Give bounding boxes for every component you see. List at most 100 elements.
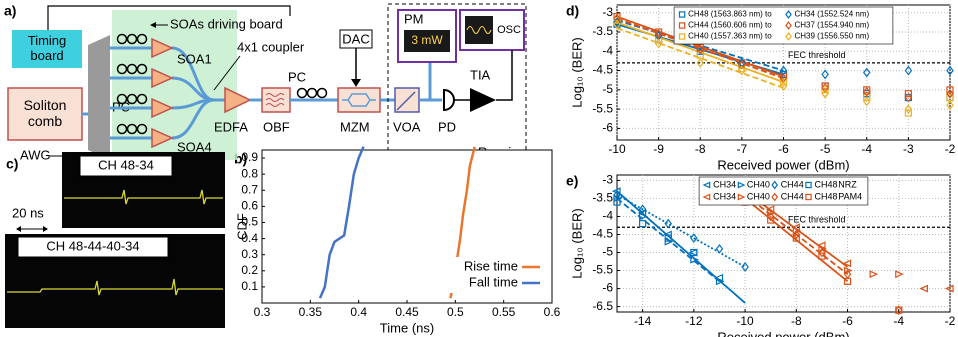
y-tick-label: -5	[602, 82, 613, 96]
driving-board-label: SOAs driving board	[170, 16, 283, 31]
chart: -10-9-8-7-6-5-4-3-2-3-3.5-4-4.5-5-5.5-6R…	[569, 5, 955, 173]
x-tick-label: -6	[778, 142, 789, 156]
y-tick-label: 0.7	[241, 182, 258, 196]
pc-label: PC	[288, 69, 306, 84]
legend-label: CH40	[747, 191, 770, 201]
tia-label: TIA	[470, 67, 491, 82]
y-tick-label: -5.5	[592, 263, 613, 277]
obf-label: OBF	[263, 119, 290, 134]
x-tick-label: -8	[791, 314, 802, 328]
x-axis-label: Received power (dBm)	[717, 157, 849, 172]
coupler-label: 4x1 coupler	[237, 39, 305, 54]
legend-label: CH44	[781, 191, 804, 201]
panel-label: a)	[4, 3, 16, 19]
panel-label: e)	[566, 173, 578, 189]
x-tick-label: -4	[861, 142, 872, 156]
legend-label: CH34 (1552.524 nm)	[795, 10, 870, 19]
x-tick-label: -8	[695, 142, 706, 156]
x-axis-label: Time (ns)	[380, 320, 434, 335]
x-tick-label: -10	[608, 142, 626, 156]
awg-block	[88, 35, 110, 160]
awg-label: AWG	[20, 147, 51, 162]
y-tick-label: -5	[602, 245, 613, 259]
legend-label: Fall time	[469, 274, 518, 289]
legend-label: CH48	[815, 179, 838, 189]
y-tick-label: -5.5	[592, 101, 613, 115]
x-tick-label: -4	[893, 314, 904, 328]
legend-row-label: PAM4	[838, 191, 862, 201]
x-tick-label: 0.5	[447, 305, 464, 319]
threshold-label: FEC threshold	[788, 50, 846, 60]
legend-label: CH39 (1556.550 nm)	[795, 32, 870, 41]
comb-label: Soliton comb	[8, 97, 82, 133]
figure: a) b) c) d) e) Timing board SOAs driving…	[0, 0, 958, 337]
arrow-head	[351, 79, 361, 87]
legend-label: Rise time	[464, 258, 518, 273]
x-tick-label: -10	[736, 314, 754, 328]
y-tick-label: 0.9	[241, 150, 258, 164]
legend-label: CH48	[815, 191, 838, 201]
y-axis-label: Log₁₀ (BER)	[569, 208, 584, 278]
y-tick-label: -6	[602, 121, 613, 135]
y-tick-label: -3	[602, 173, 613, 187]
y-tick-label: 0.6	[241, 199, 258, 213]
y-tick-label: 0.1	[241, 279, 258, 293]
legend-label: CH34	[713, 179, 736, 189]
tia	[470, 88, 496, 112]
chart: -14-12-10-8-6-4-2-3-3.5-4-4.5-5-5.5-6-6.…	[569, 173, 955, 337]
trace-label: CH 48-34	[98, 157, 154, 172]
y-tick-label: -4.5	[592, 63, 613, 77]
x-tick-label: 0.6	[544, 305, 561, 319]
timing-board-text: Timing board	[12, 33, 82, 63]
arrow-head	[43, 226, 48, 232]
chart: 0.30.350.40.450.50.550.60.10.20.30.40.50…	[234, 147, 560, 336]
x-tick-label: -6	[842, 314, 853, 328]
y-axis-label: Log₁₀ (BER)	[569, 37, 584, 107]
y-tick-label: -4.5	[592, 227, 613, 241]
dac-label: DAC	[342, 31, 369, 46]
oscilloscope-traces: CH 48-34 20 ns CH 48-44-40-34	[5, 152, 225, 328]
y-tick-label: -3	[602, 5, 613, 19]
y-axis-label: CDF	[234, 213, 249, 240]
x-tick-label: -5	[820, 142, 831, 156]
x-tick-label: 0.3	[254, 305, 271, 319]
y-tick-label: -3.5	[592, 24, 613, 38]
panel-label: d)	[566, 3, 579, 19]
x-tick-label: -2	[945, 314, 956, 328]
pm-reading: 3 mW	[411, 33, 443, 47]
y-tick-label: 0.8	[241, 166, 258, 180]
edfa	[225, 88, 250, 112]
pd	[444, 90, 454, 110]
setup-diagram: Timing board SOAs driving board Soliton …	[8, 4, 530, 162]
time-scale: 20 ns	[12, 205, 44, 220]
x-tick-label: -3	[903, 142, 914, 156]
x-axis-label: Received power (dBm)	[717, 329, 849, 337]
legend-label: CH40 (1557.363 nm) to	[688, 32, 772, 41]
soa-label: SOA1	[177, 51, 212, 66]
x-tick-label: -14	[634, 314, 652, 328]
legend-label: CH40	[747, 179, 770, 189]
timing-board-label: Timing board	[12, 33, 82, 67]
x-tick-label: 0.35	[299, 305, 323, 319]
x-tick-label: 0.55	[492, 305, 516, 319]
trace-label: CH 48-44-40-34	[46, 238, 139, 253]
y-tick-label: 0.2	[241, 263, 258, 277]
y-tick-label: 0.3	[241, 247, 258, 261]
y-tick-label: -6.5	[592, 299, 613, 313]
pc-coil	[308, 89, 317, 98]
pc-coil	[318, 89, 327, 98]
voa-label: VOA	[393, 119, 421, 134]
x-tick-label: -7	[737, 142, 748, 156]
x-tick-label: -12	[685, 314, 703, 328]
legend-label: CH44 (1560.606 nm) to	[688, 21, 772, 30]
panel-label: c)	[6, 156, 18, 172]
edfa-label: EDFA	[214, 119, 248, 134]
y-tick-label: -4	[602, 43, 613, 57]
mzm-label: MZM	[340, 119, 370, 134]
pm-label: PM	[404, 11, 424, 26]
legend-label: CH48 (1563.863 nm) to	[688, 10, 772, 19]
osc-label: OSC	[497, 24, 521, 36]
x-tick-label: -9	[653, 142, 664, 156]
legend-label: CH34	[713, 191, 736, 201]
pc-coil	[298, 89, 307, 98]
